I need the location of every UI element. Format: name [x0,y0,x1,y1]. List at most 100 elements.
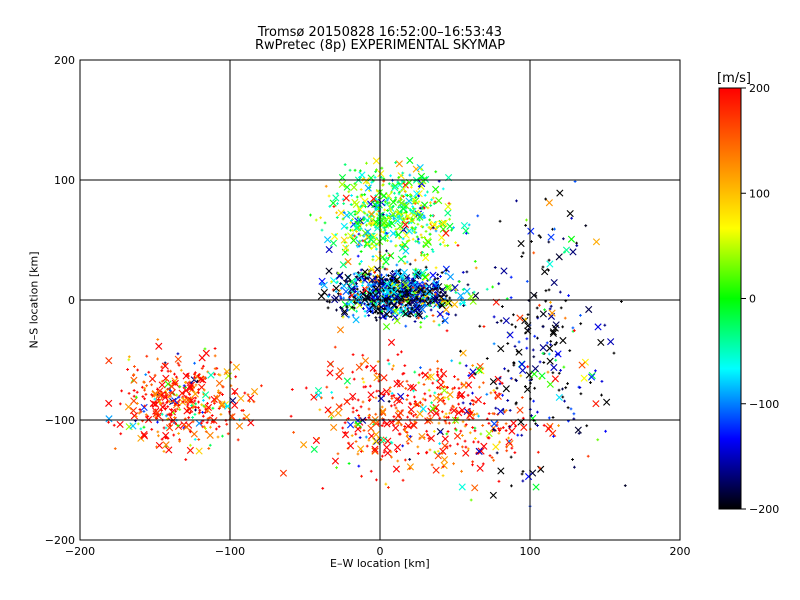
data-point-plus [353,168,357,172]
data-point-cross [453,432,462,440]
data-point-cross [450,406,458,415]
data-point-plus [357,300,360,304]
data-point-plus [413,202,417,206]
data-point-plus [446,244,450,247]
data-point-cross [497,345,505,353]
data-point-cross [187,396,196,405]
data-point-cross [412,165,420,173]
data-point-plus [156,338,160,341]
data-point-cross [372,437,380,445]
data-point-plus [396,353,400,357]
data-point-plus [501,393,504,397]
data-point-plus [393,191,396,195]
data-point-plus [549,304,553,308]
data-point-plus [197,388,201,392]
data-point-plus [408,457,412,461]
data-point-plus [460,395,464,399]
data-point-plus [579,392,583,396]
data-point-plus [508,408,512,412]
data-point-plus [397,236,401,240]
data-point-plus [549,340,553,343]
data-point-cross [476,362,484,371]
data-point-cross [416,163,424,172]
data-point-plus [147,370,151,374]
data-point-plus [319,216,323,220]
data-point-plus [498,219,502,223]
data-point-plus [553,227,556,231]
data-point-plus [572,412,576,416]
data-point-plus [387,196,391,200]
data-point-cross [347,304,356,312]
data-point-plus [215,394,219,398]
data-point-cross [105,399,113,407]
data-point-plus [544,289,548,293]
data-point-plus [491,285,495,289]
data-point-plus [366,302,370,306]
data-point-plus [357,217,361,221]
data-point-plus [406,194,409,197]
data-point-plus [401,195,405,198]
data-point-cross [140,403,148,412]
data-point-plus [436,273,440,277]
data-point-plus [347,462,351,465]
data-point-cross [172,401,181,409]
data-point-plus [143,397,146,401]
data-point-plus [150,393,154,397]
data-point-plus [164,426,168,430]
data-point-plus [394,244,398,247]
data-point-cross [159,403,167,411]
data-point-plus [376,288,380,291]
data-point-cross [377,394,385,403]
data-point-plus [197,391,200,395]
data-point-cross [371,447,379,455]
data-point-plus [202,398,205,402]
data-point-plus [146,415,150,418]
data-point-plus [206,401,209,405]
data-point-plus [328,300,332,304]
data-point-plus [175,407,179,411]
data-point-plus [336,292,340,295]
data-point-plus [401,444,405,448]
data-point-plus [420,236,424,239]
data-point-plus [385,231,389,235]
data-point-plus [187,416,191,420]
data-point-plus [366,242,370,246]
data-point-cross [398,244,406,252]
data-point-cross [415,190,423,198]
data-point-cross [417,172,426,181]
data-point-cross [427,434,435,442]
data-point-plus [406,286,410,290]
data-point-plus [359,268,363,272]
data-point-plus [457,402,461,406]
data-point-plus [371,268,375,272]
data-point-cross [105,415,113,423]
data-point-plus [362,429,366,432]
data-point-plus [383,208,387,212]
data-point-cross [243,413,251,421]
data-point-plus [434,170,438,174]
data-point-plus [218,373,222,377]
data-point-cross [231,387,239,396]
data-point-plus [418,213,422,217]
data-point-cross [397,295,405,303]
data-point-plus [367,314,371,317]
data-point-plus [204,430,208,433]
data-point-plus [389,404,393,408]
data-point-cross [335,272,344,280]
data-point-cross [352,224,360,232]
data-point-cross [372,437,381,446]
data-point-plus [446,430,450,433]
data-point-cross [129,422,137,430]
data-point-plus [354,432,358,436]
data-point-cross [342,288,350,296]
data-point-cross [545,425,553,433]
data-point-cross [419,269,427,277]
data-point-plus [445,311,449,315]
data-point-plus [391,214,395,218]
data-point-plus [328,205,332,208]
data-point-plus [445,445,449,449]
data-point-cross [218,401,226,410]
data-point-plus [472,290,476,294]
data-point-plus [352,272,356,276]
data-point-plus [172,433,176,437]
